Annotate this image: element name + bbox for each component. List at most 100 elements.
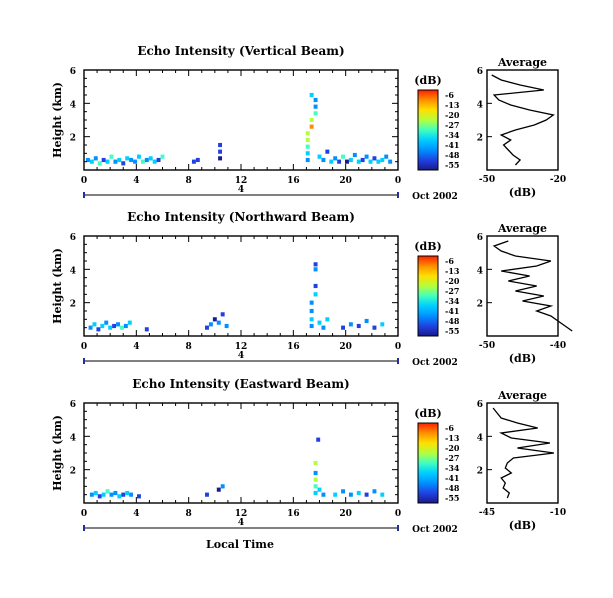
heatmap-cell bbox=[356, 490, 361, 496]
heatmap-cell bbox=[309, 117, 314, 123]
heatmap-cell bbox=[97, 494, 102, 499]
heatmap-cell bbox=[376, 159, 381, 164]
heatmap-cell bbox=[313, 490, 318, 496]
heatmap-cell bbox=[317, 487, 322, 492]
average-x-label: (dB) bbox=[509, 352, 536, 365]
colorbar-tick-label: -55 bbox=[445, 160, 459, 170]
date-label: Oct 2002 bbox=[412, 192, 458, 202]
x-tick-label: 16 bbox=[287, 509, 300, 519]
colorbar-tick-label: -13 bbox=[445, 100, 460, 110]
average-x-label: (dB) bbox=[509, 186, 536, 199]
heatmap-cell bbox=[191, 159, 196, 164]
heatmap-cell bbox=[364, 318, 369, 324]
heatmap-cell bbox=[218, 142, 223, 148]
x-tick-label: 4 bbox=[133, 509, 139, 519]
heatmap-cell bbox=[348, 322, 353, 327]
panel-3: Echo Intensity (Eastward Beam) 0 4 8 12 16 20 0… bbox=[51, 377, 566, 535]
average-x-tick-label: -45 bbox=[479, 508, 495, 518]
average-y-tick-label: 4 bbox=[477, 266, 483, 276]
colorbar-tick-label: -34 bbox=[445, 296, 460, 306]
x-tick-label: 4 bbox=[133, 176, 139, 186]
average-frame bbox=[486, 69, 559, 171]
heatmap-cell bbox=[372, 156, 377, 161]
heatmap-cell bbox=[309, 92, 314, 98]
heatmap-cell bbox=[309, 124, 314, 129]
x-tick-label: 8 bbox=[186, 509, 192, 519]
heatmap-cell bbox=[313, 111, 318, 116]
heatmap-cell bbox=[356, 159, 361, 164]
heatmap-cell bbox=[104, 320, 109, 325]
heatmap-cell bbox=[205, 325, 209, 330]
colorbar-tick-label: -55 bbox=[445, 493, 459, 503]
plot-frame bbox=[83, 402, 399, 504]
heatmap-cell bbox=[117, 494, 122, 499]
heatmap-cell bbox=[112, 323, 117, 329]
heatmap-cell bbox=[216, 487, 221, 492]
heatmap-cell bbox=[212, 317, 217, 322]
x-tick-label: 20 bbox=[339, 176, 352, 186]
heatmap-cell bbox=[220, 312, 225, 317]
average-profile-line bbox=[491, 74, 555, 166]
heatmap-cell bbox=[127, 320, 132, 325]
heatmap-cell bbox=[341, 154, 346, 159]
x-tick-label: 16 bbox=[287, 342, 300, 352]
x-tick-label: 4 bbox=[133, 342, 139, 352]
heatmap-cell bbox=[313, 97, 318, 103]
x-axis-label: Local Time bbox=[206, 538, 274, 551]
heatmap-cell bbox=[313, 267, 318, 272]
y-tick-label: 2 bbox=[70, 300, 76, 310]
heatmap-cell bbox=[113, 159, 118, 164]
colorbar-tick-label: -6 bbox=[445, 90, 454, 100]
heatmap-cell bbox=[195, 157, 200, 163]
heatmap-cell bbox=[113, 490, 118, 496]
heatmap-cell bbox=[125, 156, 130, 161]
heatmap-cell bbox=[156, 157, 161, 163]
colorbar-tick-label: -20 bbox=[445, 110, 460, 120]
plot-frame bbox=[83, 69, 399, 171]
heatmap-cell bbox=[101, 157, 106, 163]
average-y-tick-label: 6 bbox=[477, 400, 483, 410]
x-tick-label: 8 bbox=[186, 342, 192, 352]
heatmap-cell bbox=[348, 157, 353, 163]
heatmap-cell bbox=[341, 489, 346, 494]
heatmap-cell bbox=[205, 492, 209, 497]
heatmap-cell bbox=[317, 154, 322, 159]
heatmap-cell bbox=[372, 325, 377, 330]
heatmap-cell bbox=[313, 104, 318, 109]
heatmap-cell bbox=[305, 137, 310, 143]
average-y-tick-label: 2 bbox=[477, 467, 483, 477]
colorbar-tick-label: -48 bbox=[445, 483, 460, 493]
heatmap-cell bbox=[305, 157, 310, 163]
heatmap-cell bbox=[133, 159, 137, 164]
heatmap-cell bbox=[89, 159, 94, 164]
heatmap-cell bbox=[364, 492, 369, 497]
heatmap-cell bbox=[92, 322, 97, 327]
average-frame bbox=[486, 235, 559, 337]
day-label: 4 bbox=[238, 518, 244, 528]
heatmap-cell bbox=[313, 470, 318, 476]
heatmap-cell bbox=[136, 154, 141, 159]
heatmap-cell bbox=[116, 322, 120, 327]
heatmap-cell bbox=[305, 151, 310, 156]
heatmap-cell bbox=[88, 325, 93, 330]
colorbar-tick-label: -6 bbox=[445, 423, 454, 433]
average-y-tick-label: 2 bbox=[477, 134, 483, 144]
heatmap-cell bbox=[216, 320, 221, 325]
colorbar-tick-label: -13 bbox=[445, 266, 460, 276]
heatmap-cell bbox=[388, 159, 393, 164]
average-x-tick-label: -10 bbox=[550, 508, 566, 518]
heatmap-cell bbox=[348, 492, 353, 497]
heatmap-cell bbox=[105, 159, 110, 164]
colorbar bbox=[417, 89, 439, 171]
colorbar-tick-label: -20 bbox=[445, 276, 460, 286]
heatmap-cell bbox=[208, 322, 213, 327]
x-tick-label: 8 bbox=[186, 176, 192, 186]
colorbar-tick-label: -27 bbox=[445, 120, 459, 130]
heatmap-cell bbox=[144, 327, 149, 332]
heatmap-cell bbox=[313, 292, 318, 297]
average-title: Average bbox=[497, 389, 547, 402]
heatmap-cell bbox=[152, 159, 157, 164]
heatmap-cell bbox=[313, 477, 318, 482]
average-x-tick-label: -50 bbox=[479, 341, 495, 351]
